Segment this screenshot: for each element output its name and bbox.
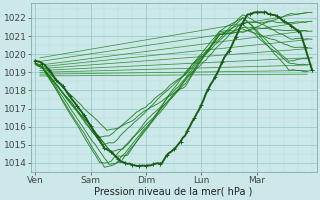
X-axis label: Pression niveau de la mer( hPa ): Pression niveau de la mer( hPa ) — [94, 187, 253, 197]
